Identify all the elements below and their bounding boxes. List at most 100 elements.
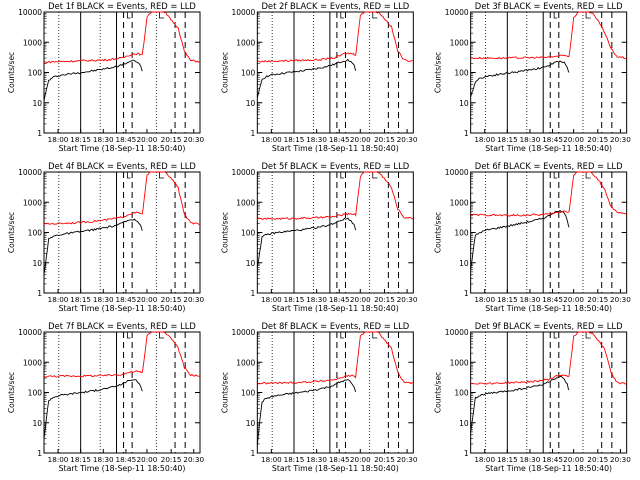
panel-8: Det 8f BLACK = Events, RED = LLD 1 10 100 10…	[220, 321, 418, 473]
panel-title: Det 5f BLACK = Events, RED = LLD	[261, 161, 409, 171]
series-events-line	[256, 217, 357, 268]
series-lld-line	[470, 331, 627, 385]
series-lld-line	[257, 331, 414, 385]
y-axis-label: Counts/sec	[220, 372, 229, 413]
y-tick-label: 10	[32, 99, 42, 108]
x-tick-label: 20:30	[397, 455, 418, 464]
y-tick-label: 10000	[231, 8, 255, 17]
x-tick-label: 20:00	[350, 455, 371, 464]
y-tick-label: 10	[246, 259, 256, 268]
x-tick-label: 20:15	[374, 295, 395, 304]
x-tick-label: 18:30	[306, 295, 327, 304]
x-tick-label: 20:15	[161, 295, 182, 304]
x-tick-label: 20:00	[137, 295, 158, 304]
x-tick-label: 20:15	[161, 135, 182, 144]
x-tick-label: 18:15	[284, 295, 305, 304]
plot-frame	[43, 331, 201, 454]
y-tick-label: 100	[241, 229, 256, 238]
x-tick-label: 18:45	[542, 295, 563, 304]
x-tick-label: 20:15	[161, 455, 182, 464]
x-axis-label: Start Time (18-Sep-11 18:50:40)	[272, 304, 399, 313]
x-axis-label: Start Time (18-Sep-11 18:50:40)	[272, 144, 399, 153]
y-tick-label: 1000	[450, 358, 469, 367]
y-tick-label: 1000	[23, 198, 42, 207]
x-tick-label: 20:15	[587, 295, 608, 304]
x-tick-label: 18:45	[329, 135, 350, 144]
y-tick-label: 100	[241, 389, 256, 398]
interval-bracket	[553, 12, 558, 19]
series-events-line	[43, 59, 143, 102]
y-axis-label: Counts/sec	[7, 372, 16, 413]
x-tick-label: 20:30	[610, 135, 631, 144]
x-tick-label: 18:00	[48, 135, 69, 144]
series-lld-line	[43, 11, 201, 64]
panel-4: Det 4f BLACK = Events, RED = LLD 1 10 100 10…	[7, 161, 205, 313]
x-tick-label: 20:00	[563, 295, 584, 304]
interval-bracket	[340, 332, 344, 339]
x-tick-label: 20:15	[587, 455, 608, 464]
x-tick-label: 18:45	[329, 455, 350, 464]
panel-6: Det 6f BLACK = Events, RED = LLD 1 10 100 10…	[434, 161, 632, 313]
interval-bracket	[585, 12, 591, 19]
y-tick-label: 10000	[231, 168, 255, 177]
x-tick-label: 18:30	[306, 455, 327, 464]
panel-title: Det 7f BLACK = Events, RED = LLD	[48, 321, 196, 331]
x-tick-label: 18:30	[93, 295, 114, 304]
x-tick-label: 18:00	[48, 295, 69, 304]
series-lld-line	[257, 11, 414, 63]
y-tick-label: 100	[241, 69, 256, 78]
x-tick-label: 20:00	[563, 455, 584, 464]
x-tick-label: 20:00	[350, 135, 371, 144]
y-tick-label: 1	[37, 289, 42, 298]
y-tick-label: 10	[459, 419, 469, 428]
y-tick-label: 1000	[236, 38, 255, 47]
y-tick-label: 1	[251, 129, 256, 138]
panel-9: Det 9f BLACK = Events, RED = LLD 1 10 100 10…	[434, 321, 632, 473]
x-tick-label: 18:15	[70, 135, 91, 144]
y-tick-label: 1000	[236, 358, 255, 367]
series-events-line	[43, 379, 143, 440]
x-tick-label: 20:15	[374, 455, 395, 464]
x-tick-label: 18:00	[474, 135, 495, 144]
y-axis-label: Counts/sec	[434, 52, 443, 93]
x-tick-label: 18:45	[542, 455, 563, 464]
x-tick-label: 18:15	[497, 135, 518, 144]
x-axis-label: Start Time (18-Sep-11 18:50:40)	[59, 464, 186, 473]
interval-bracket	[340, 172, 344, 179]
panel-5: Det 5f BLACK = Events, RED = LLD 1 10 100 10…	[220, 161, 418, 313]
y-tick-label: 1000	[23, 38, 42, 47]
y-tick-label: 1	[464, 289, 469, 298]
interval-bracket	[159, 12, 165, 19]
x-tick-label: 20:30	[183, 295, 204, 304]
y-tick-label: 1	[464, 449, 469, 458]
x-tick-label: 18:30	[520, 295, 541, 304]
y-tick-label: 10	[246, 99, 256, 108]
y-tick-label: 1000	[450, 198, 469, 207]
y-tick-label: 100	[454, 229, 469, 238]
panel-1: Det 1f BLACK = Events, RED = LLD 1 10 100 10…	[7, 1, 205, 153]
panel-title: Det 9f BLACK = Events, RED = LLD	[475, 321, 623, 331]
y-tick-label: 10000	[445, 168, 469, 177]
panel-title: Det 6f BLACK = Events, RED = LLD	[475, 161, 623, 171]
interval-bracket	[585, 332, 591, 339]
x-tick-label: 18:30	[520, 135, 541, 144]
series-events-line	[470, 209, 570, 270]
y-tick-label: 1	[251, 289, 256, 298]
x-tick-label: 20:30	[397, 295, 418, 304]
x-tick-label: 20:30	[610, 295, 631, 304]
panel-3: Det 3f BLACK = Events, RED = LLD 1 10 100 10…	[434, 1, 632, 153]
interval-bracket	[372, 172, 378, 179]
x-tick-label: 20:30	[183, 455, 204, 464]
panel-title: Det 2f BLACK = Events, RED = LLD	[261, 1, 409, 11]
x-tick-label: 18:45	[116, 295, 137, 304]
x-tick-label: 18:30	[306, 135, 327, 144]
y-tick-label: 10	[246, 419, 256, 428]
y-tick-label: 10	[32, 419, 42, 428]
x-tick-label: 18:00	[261, 455, 282, 464]
y-tick-label: 10000	[18, 168, 42, 177]
x-axis-label: Start Time (18-Sep-11 18:50:40)	[485, 304, 612, 313]
series-events-line	[43, 218, 143, 275]
plot-frame	[256, 331, 414, 454]
panel-title: Det 8f BLACK = Events, RED = LLD	[261, 321, 409, 331]
y-tick-label: 1	[464, 129, 469, 138]
